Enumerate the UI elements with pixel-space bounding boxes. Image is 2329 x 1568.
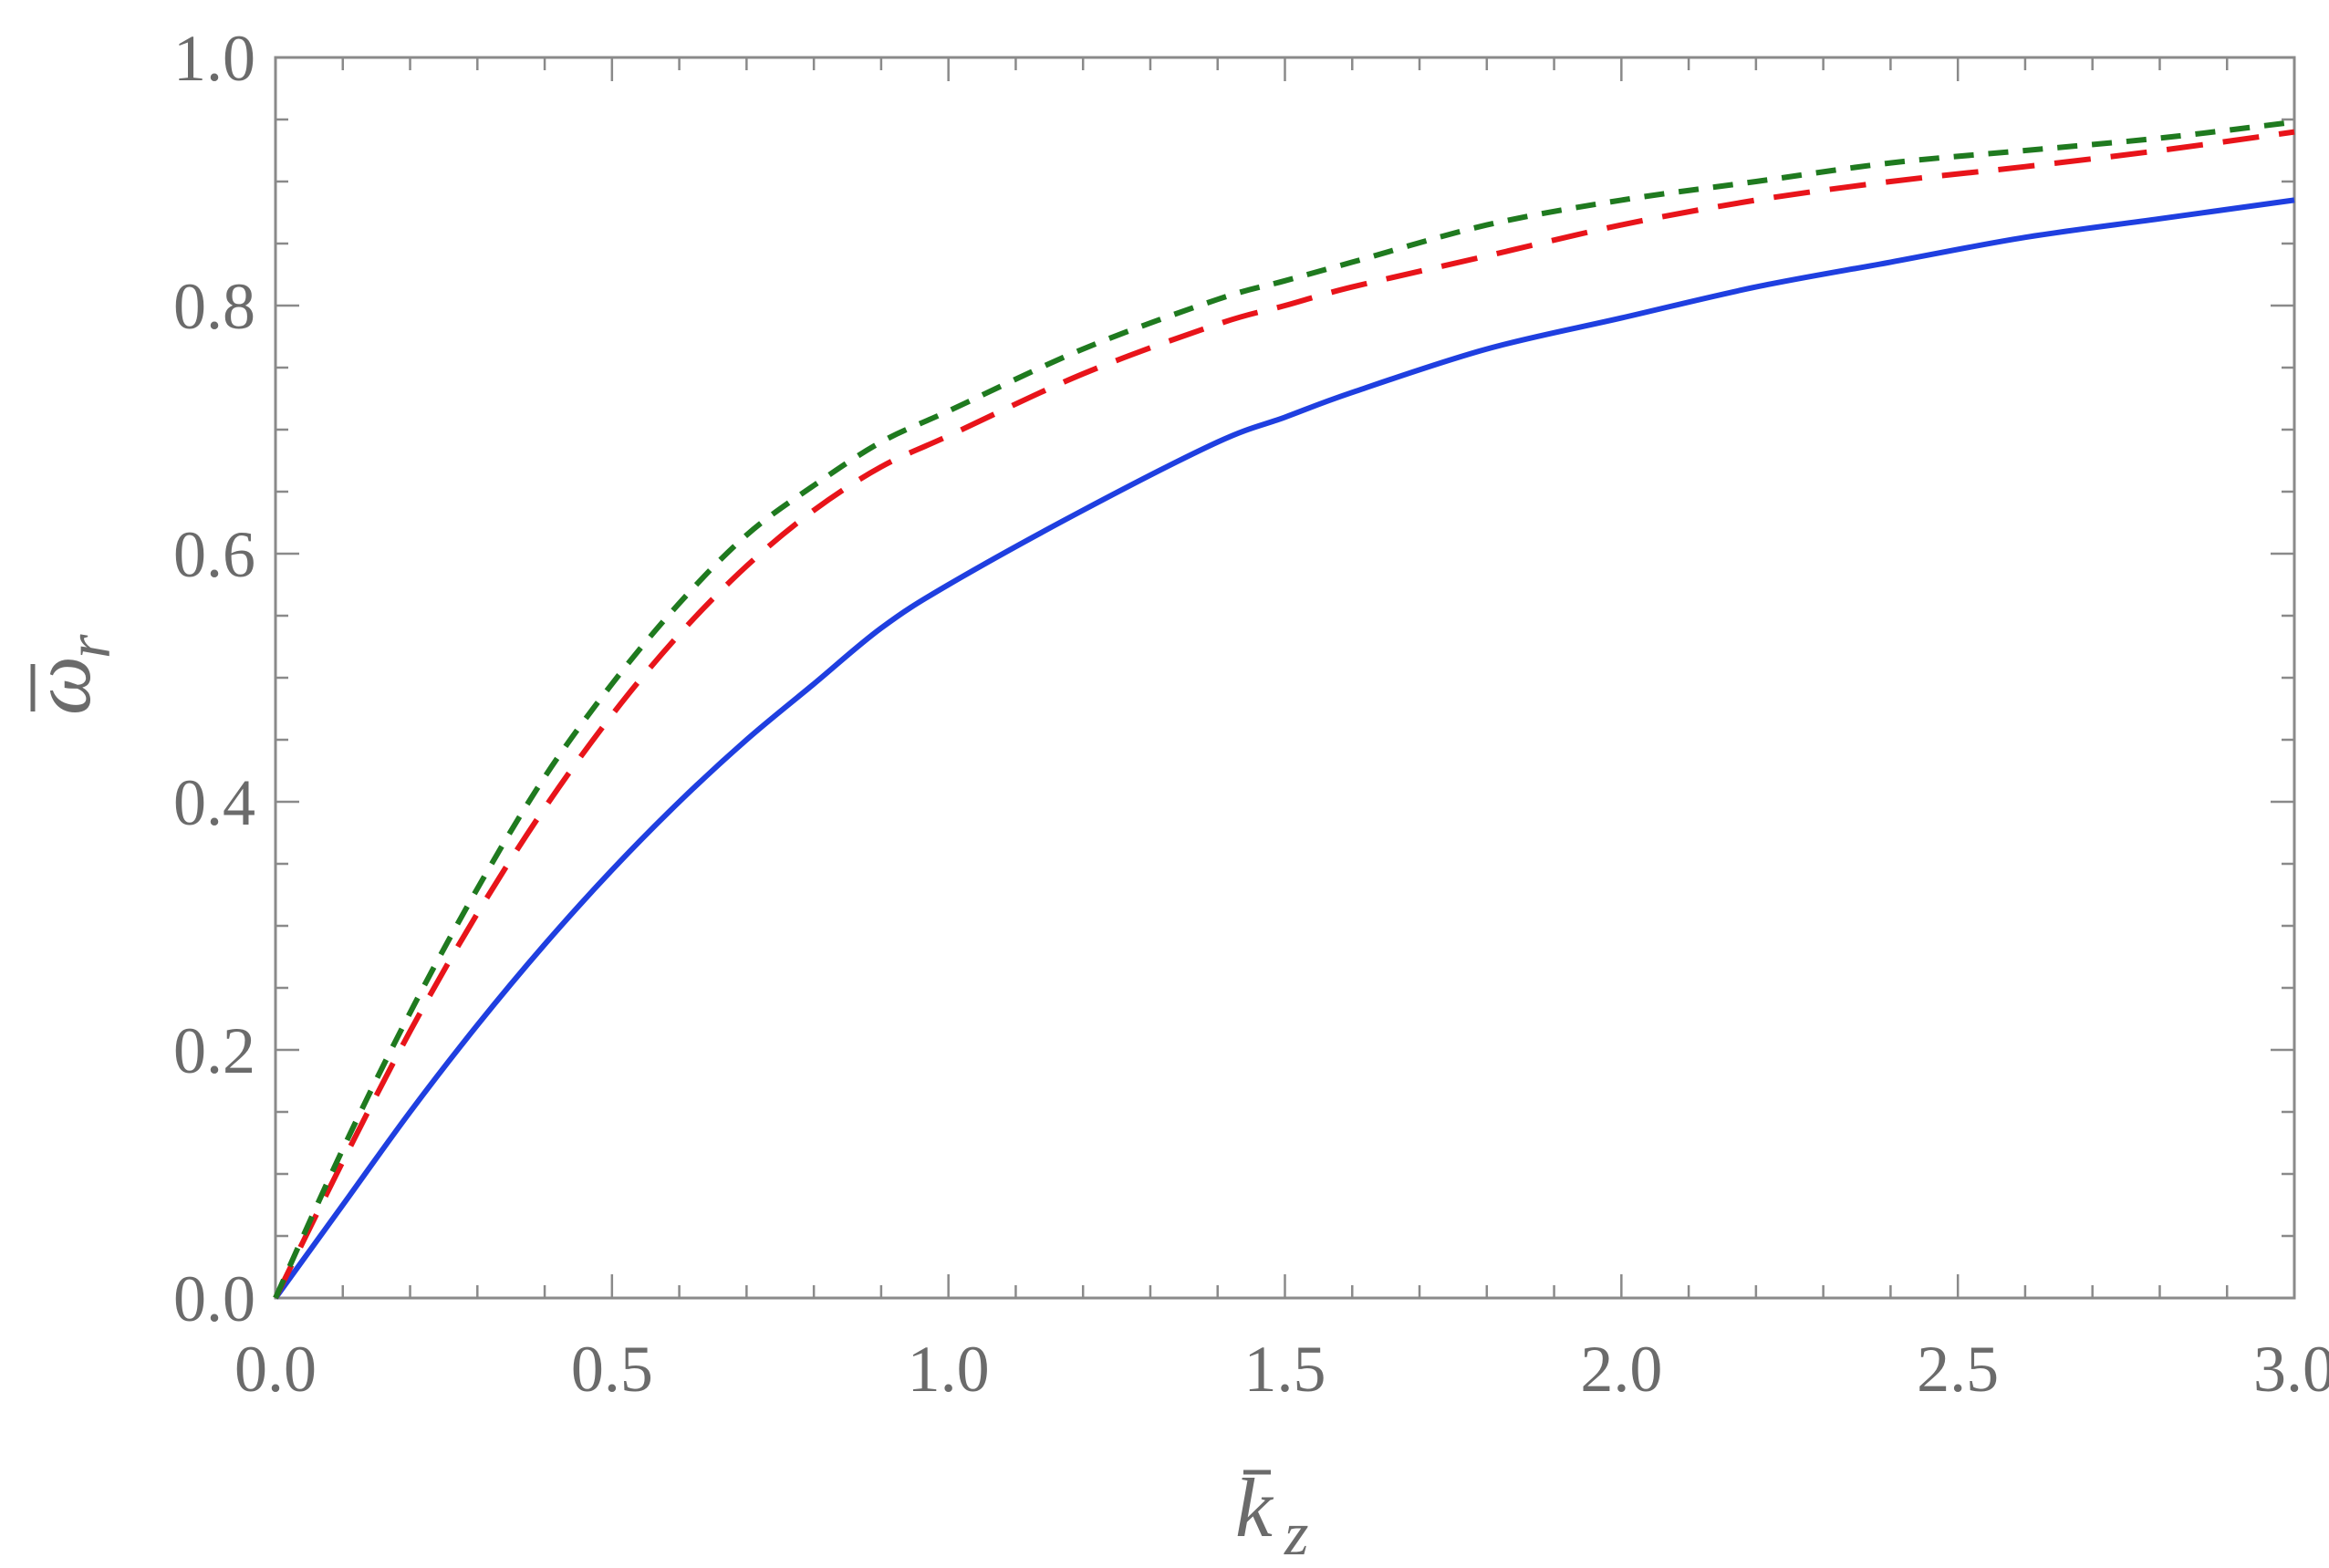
y-tick-label: 0.8 <box>173 270 255 343</box>
x-tick-label: 0.5 <box>571 1333 653 1406</box>
x-axis-label: k z <box>1235 1461 1308 1568</box>
y-axis-label: ω r <box>15 634 123 715</box>
y-axis-label-base: ω <box>15 656 108 715</box>
y-tick-label: 0.6 <box>173 518 255 591</box>
y-tick-label: 0.0 <box>173 1262 255 1335</box>
y-axis-label-sub: r <box>54 634 123 659</box>
x-tick-label: 2.5 <box>1917 1333 1999 1406</box>
x-tick-label: 3.0 <box>2253 1333 2329 1406</box>
x-axis-label-base: k <box>1235 1461 1274 1554</box>
x-axis-label-sub: z <box>1284 1499 1308 1568</box>
x-tick-label: 1.5 <box>1244 1333 1326 1406</box>
x-tick-label: 1.0 <box>908 1333 990 1406</box>
series-line-3-short-dash <box>273 119 2295 1300</box>
series-line-1-solid <box>273 197 2295 1300</box>
series-layer <box>273 119 2295 1300</box>
x-tick-label: 2.0 <box>1580 1333 1662 1406</box>
x-tick-label: 0.0 <box>234 1333 317 1406</box>
series-line-2-long-dash <box>273 129 2295 1300</box>
y-tick-label: 0.2 <box>173 1014 255 1087</box>
axis-ticks <box>274 56 2296 1300</box>
y-tick-label: 0.4 <box>173 766 255 839</box>
y-tick-label: 1.0 <box>173 22 255 95</box>
axis-tick-labels: 0.0 0.5 1.0 1.5 2.0 2.5 3.0 0.0 0.2 0.4 0.6 0.8 1.0 <box>173 22 2329 1406</box>
